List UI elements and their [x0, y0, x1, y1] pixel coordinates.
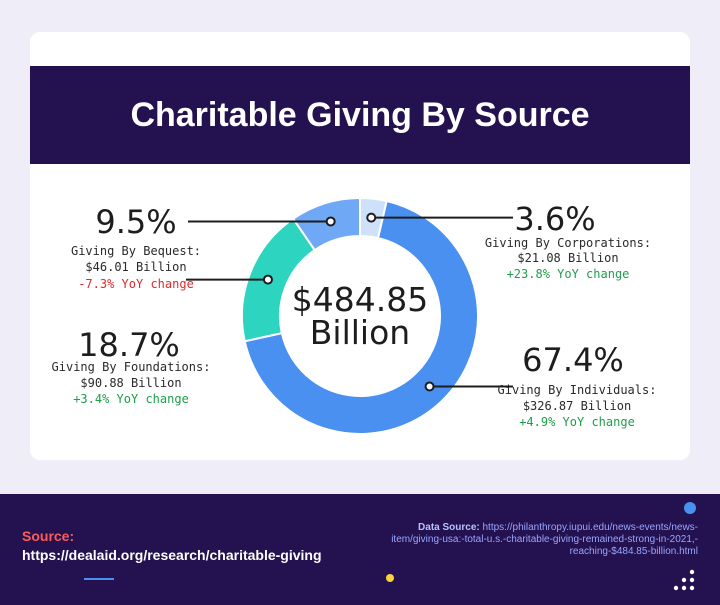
- label-bequest: 9.5% Giving By Bequest: $46.01 Billion -…: [71, 203, 201, 291]
- source-label: Source:: [22, 528, 75, 544]
- data-source-label: Data Source:: [418, 522, 480, 533]
- data-source-url[interactable]: https://philanthropy.iupui.edu/news-even…: [391, 522, 698, 557]
- leader-dot-foundations: [262, 274, 273, 285]
- accent-underline: [84, 578, 114, 580]
- source-url[interactable]: https://dealaid.org/research/charitable-…: [22, 547, 322, 563]
- label-foundations: 18.7% Giving By Foundations: $90.88 Bill…: [52, 326, 211, 406]
- change-label-corporations: +23.8% YoY change: [507, 267, 630, 281]
- change-label-foundations: +3.4% YoY change: [73, 392, 189, 406]
- pct-label-bequest: 9.5%: [95, 203, 176, 241]
- footer: Source: https://dealaid.org/research/cha…: [0, 494, 720, 605]
- donut-slices: [241, 196, 479, 435]
- pct-label-individuals: 67.4%: [522, 341, 624, 379]
- data-source: Data Source: https://philanthropy.iupui.…: [368, 522, 698, 558]
- leader-dot-individuals: [424, 381, 435, 392]
- amount-label-bequest: $46.01 Billion: [85, 260, 186, 274]
- slice-individuals: [243, 199, 479, 435]
- label-individuals: 67.4% Giving By Individuals: $326.87 Bil…: [498, 341, 657, 429]
- total-amount: $484.85: [292, 280, 428, 319]
- amount-label-corporations: $21.08 Billion: [517, 251, 618, 265]
- amount-label-foundations: $90.88 Billion: [80, 376, 181, 390]
- blue-dot: [684, 502, 696, 514]
- yellow-dot: [386, 574, 394, 582]
- name-label-foundations: Giving By Foundations:: [52, 360, 211, 374]
- leader-dot-bequest: [325, 216, 336, 227]
- amount-label-individuals: $326.87 Billion: [523, 399, 631, 413]
- leader-lines: [186, 212, 513, 392]
- change-label-individuals: +4.9% YoY change: [519, 415, 635, 429]
- label-corporations: 3.6% Giving By Corporations: $21.08 Bill…: [485, 200, 651, 281]
- total-unit: Billion: [310, 313, 410, 352]
- center-total: $484.85 Billion: [292, 280, 428, 352]
- pct-label-corporations: 3.6%: [514, 200, 595, 238]
- dots-logo-icon: [673, 569, 695, 591]
- chart-title: Charitable Giving By Source: [130, 95, 590, 134]
- name-label-bequest: Giving By Bequest:: [71, 244, 201, 258]
- title-band: Charitable Giving By Source: [30, 66, 690, 164]
- infographic-card: Charitable Giving By Source: [30, 32, 690, 460]
- pct-label-foundations: 18.7%: [78, 326, 180, 364]
- leader-dot-corporations: [366, 212, 377, 223]
- change-label-bequest: -7.3% YoY change: [78, 277, 194, 291]
- name-label-individuals: Giving By Individuals:: [498, 383, 657, 397]
- name-label-corporations: Giving By Corporations:: [485, 236, 651, 250]
